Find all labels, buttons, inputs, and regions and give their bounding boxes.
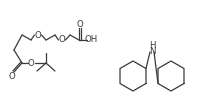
Text: OH: OH [84, 36, 98, 44]
Text: O: O [35, 30, 41, 40]
Text: O: O [59, 36, 65, 44]
Text: O: O [28, 59, 34, 68]
Text: N: N [149, 48, 155, 56]
Text: O: O [77, 20, 83, 29]
Text: H: H [149, 41, 155, 51]
Text: O: O [9, 72, 15, 81]
